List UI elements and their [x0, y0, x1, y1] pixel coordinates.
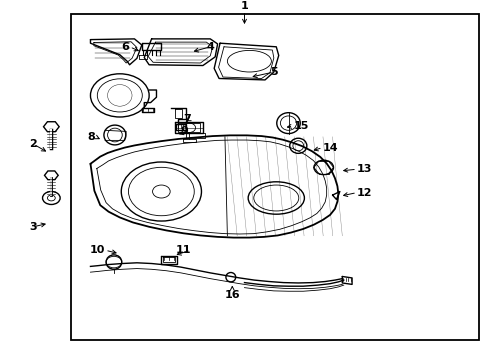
Text: 15: 15 — [293, 121, 308, 131]
Text: 2: 2 — [29, 139, 37, 149]
Text: 6: 6 — [122, 42, 129, 52]
Text: 16: 16 — [224, 290, 240, 300]
Text: 3: 3 — [29, 222, 37, 232]
Text: 11: 11 — [175, 245, 190, 255]
Text: 9: 9 — [180, 126, 188, 136]
Bar — [71, 14, 478, 340]
Text: 8: 8 — [87, 132, 95, 142]
Text: 4: 4 — [206, 42, 214, 52]
Text: 14: 14 — [322, 143, 338, 153]
Text: 13: 13 — [356, 164, 371, 174]
Text: 7: 7 — [183, 114, 190, 124]
Text: 5: 5 — [269, 67, 277, 77]
Text: 10: 10 — [90, 245, 105, 255]
Text: 1: 1 — [240, 1, 248, 11]
Text: 12: 12 — [356, 188, 372, 198]
